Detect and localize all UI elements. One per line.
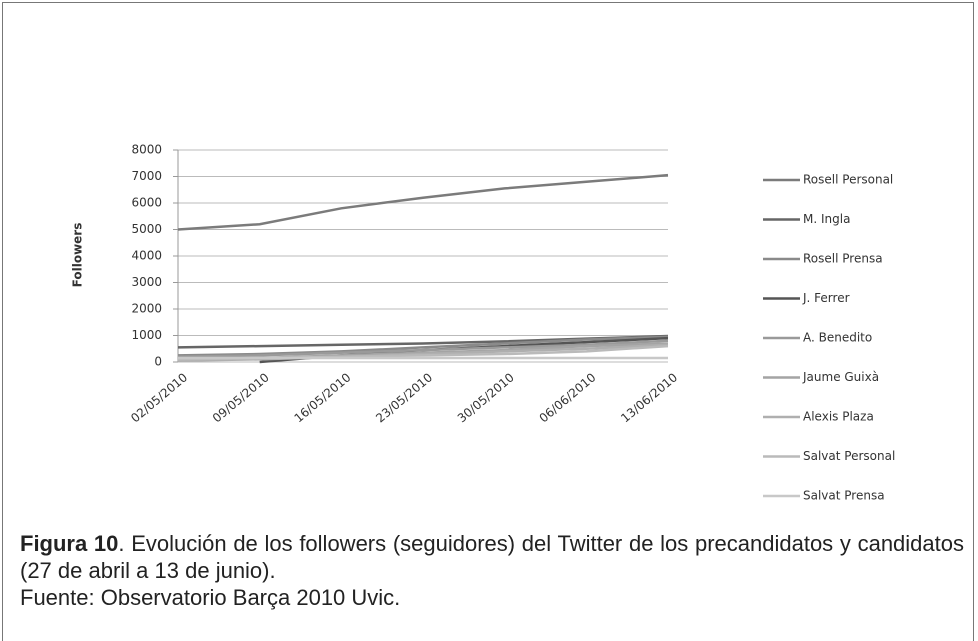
caption-source: Fuente: Observatorio Barça 2010 Uvic. <box>20 585 401 610</box>
legend-label: Salvat Personal <box>803 449 895 463</box>
legend-label: M. Ingla <box>803 212 850 226</box>
y-tick-label: 0 <box>154 355 162 369</box>
y-tick-label: 2000 <box>131 302 162 316</box>
x-tick-label: 13/06/2010 <box>618 370 680 425</box>
x-tick-label: 30/05/2010 <box>455 370 517 425</box>
series-line <box>177 343 669 362</box>
x-tick-label: 09/05/2010 <box>210 370 272 425</box>
chart: Followers 0 1000 2000 3000 4000 5000 6000 7000 8… <box>71 143 896 503</box>
y-tick-label: 5000 <box>131 222 162 236</box>
series-line <box>177 335 669 357</box>
y-tick-label: 1000 <box>131 328 162 342</box>
y-tick-label: 6000 <box>131 196 162 210</box>
caption-text: . Evolución de los followers (seguidores… <box>20 531 964 583</box>
legend-label: Rosell Personal <box>803 173 893 187</box>
x-tick-label: 16/05/2010 <box>292 370 354 425</box>
y-tick-label: 8000 <box>131 143 162 157</box>
x-tick-label: 06/06/2010 <box>537 370 599 425</box>
y-axis-label: Followers <box>71 223 85 288</box>
y-tick-label: 4000 <box>131 249 162 263</box>
series-line <box>177 173 669 231</box>
legend-label: A. Benedito <box>803 331 872 345</box>
legend-label: Jaume Guixà <box>802 370 879 384</box>
legend-label: Rosell Prensa <box>803 252 883 266</box>
legend-label: J. Ferrer <box>802 291 850 305</box>
series-line <box>177 339 669 358</box>
legend-label: Salvat Prensa <box>803 489 885 503</box>
x-tick-label: 23/05/2010 <box>373 370 435 425</box>
caption-label: Figura 10 <box>20 531 119 556</box>
y-tick-label: 3000 <box>131 275 162 289</box>
y-tick-label: 7000 <box>131 169 162 183</box>
legend-label: Alexis Plaza <box>803 410 874 424</box>
x-tick-label: 02/05/2010 <box>128 370 190 425</box>
caption: Figura 10. Evolución de los followers (s… <box>20 530 964 611</box>
